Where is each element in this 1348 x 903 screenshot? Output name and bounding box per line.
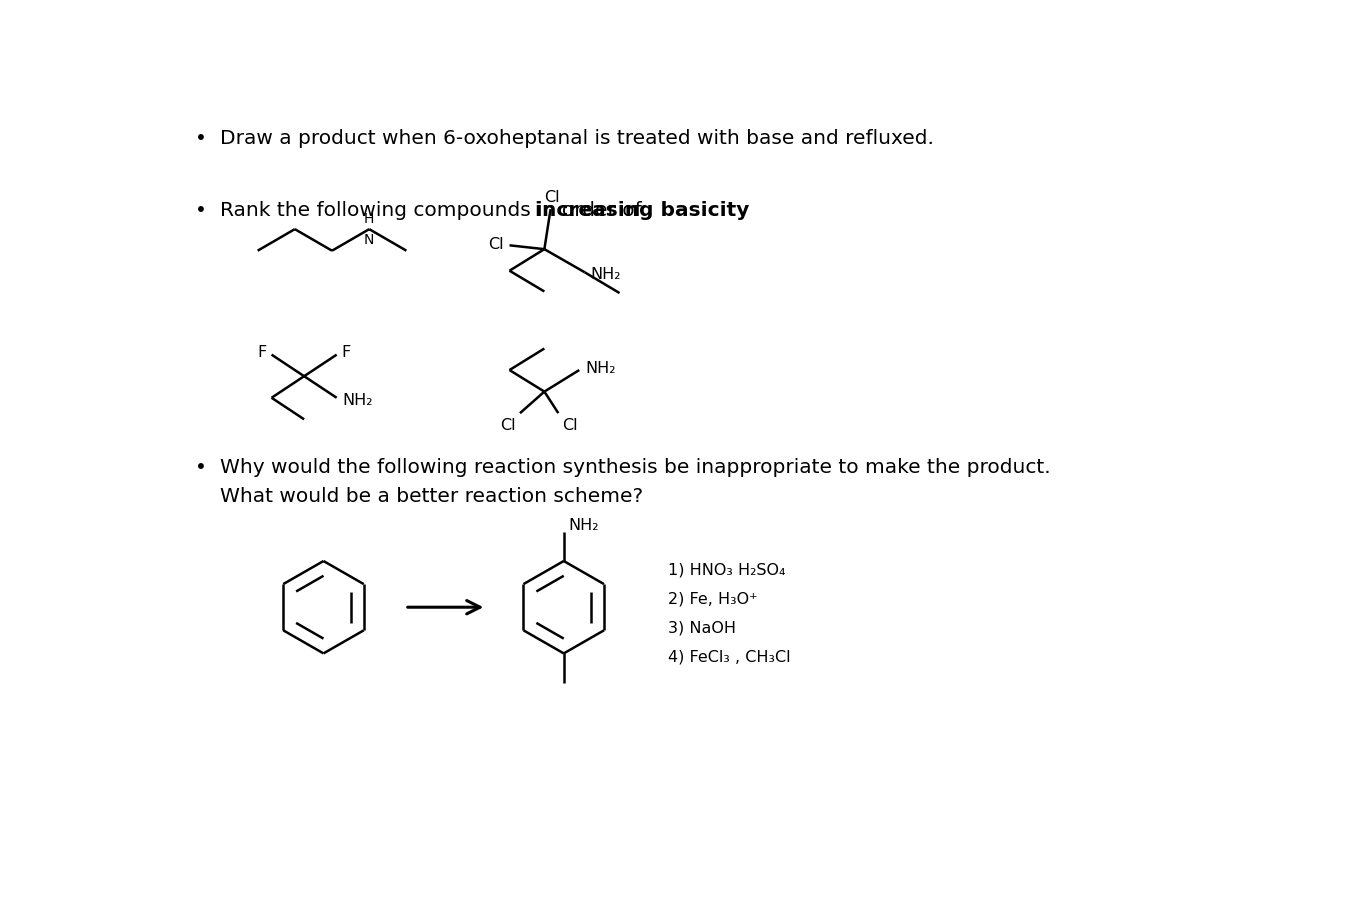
- Text: •: •: [195, 457, 208, 476]
- Text: Cl: Cl: [562, 417, 578, 433]
- Text: Cl: Cl: [488, 237, 504, 252]
- Text: NH₂: NH₂: [569, 517, 599, 532]
- Text: Cl: Cl: [500, 417, 515, 433]
- Text: What would be a better reaction scheme?: What would be a better reaction scheme?: [221, 487, 643, 506]
- Text: 1) HNO₃ H₂SO₄: 1) HNO₃ H₂SO₄: [669, 562, 786, 577]
- Text: Why would the following reaction synthesis be inappropriate to make the product.: Why would the following reaction synthes…: [221, 457, 1051, 476]
- Text: 2) Fe, H₃O⁺: 2) Fe, H₃O⁺: [669, 591, 758, 606]
- Text: NH₂: NH₂: [342, 393, 373, 407]
- Text: increasing basicity: increasing basicity: [535, 200, 749, 219]
- Text: N: N: [364, 233, 375, 247]
- Text: Draw a product when 6-oxoheptanal is treated with base and refluxed.: Draw a product when 6-oxoheptanal is tre…: [221, 129, 934, 148]
- Text: Cl: Cl: [545, 190, 559, 204]
- Text: •: •: [195, 129, 208, 148]
- Text: 4) FeCl₃ , CH₃Cl: 4) FeCl₃ , CH₃Cl: [669, 649, 791, 665]
- Text: NH₂: NH₂: [585, 361, 616, 376]
- Text: F: F: [257, 345, 267, 359]
- Text: H: H: [364, 211, 375, 225]
- Text: F: F: [341, 345, 350, 359]
- Text: •: •: [195, 200, 208, 219]
- Text: NH₂: NH₂: [590, 267, 620, 282]
- Text: 3) NaOH: 3) NaOH: [669, 620, 736, 635]
- Text: Rank the following compounds in order of: Rank the following compounds in order of: [221, 200, 648, 219]
